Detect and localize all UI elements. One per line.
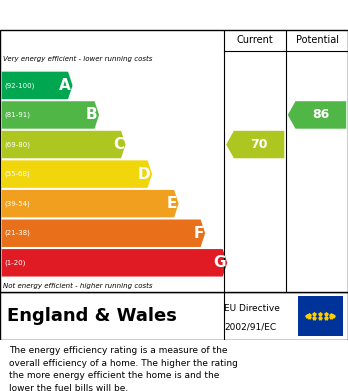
Text: (1-20): (1-20)	[5, 260, 26, 266]
Text: (21-38): (21-38)	[5, 230, 30, 237]
Text: E: E	[167, 196, 177, 211]
Text: Energy Efficiency Rating: Energy Efficiency Rating	[10, 7, 220, 23]
Polygon shape	[2, 219, 205, 247]
Polygon shape	[2, 72, 73, 99]
Text: (81-91): (81-91)	[5, 112, 31, 118]
Text: Potential: Potential	[295, 36, 339, 45]
Text: 86: 86	[312, 108, 330, 122]
Text: (69-80): (69-80)	[5, 141, 31, 148]
Polygon shape	[2, 249, 227, 276]
Text: (55-68): (55-68)	[5, 171, 30, 178]
Text: (39-54): (39-54)	[5, 201, 30, 207]
Text: 70: 70	[250, 138, 268, 151]
Text: B: B	[86, 108, 98, 122]
Polygon shape	[2, 160, 152, 188]
Polygon shape	[288, 101, 346, 129]
Text: The energy efficiency rating is a measure of the
overall efficiency of a home. T: The energy efficiency rating is a measur…	[9, 346, 238, 391]
Text: (92-100): (92-100)	[5, 82, 35, 89]
Text: 2002/91/EC: 2002/91/EC	[224, 322, 277, 331]
Text: F: F	[193, 226, 204, 241]
Polygon shape	[2, 190, 179, 217]
Text: C: C	[113, 137, 124, 152]
Text: England & Wales: England & Wales	[7, 307, 177, 325]
Bar	[298, 296, 343, 336]
Text: G: G	[213, 255, 226, 270]
Polygon shape	[2, 101, 99, 129]
Text: A: A	[60, 78, 71, 93]
Text: EU Directive: EU Directive	[224, 304, 280, 313]
Text: Current: Current	[237, 36, 274, 45]
Polygon shape	[2, 131, 126, 158]
Text: D: D	[138, 167, 151, 181]
Polygon shape	[226, 131, 284, 158]
Text: Very energy efficient - lower running costs: Very energy efficient - lower running co…	[3, 56, 153, 62]
Text: Not energy efficient - higher running costs: Not energy efficient - higher running co…	[3, 282, 153, 289]
